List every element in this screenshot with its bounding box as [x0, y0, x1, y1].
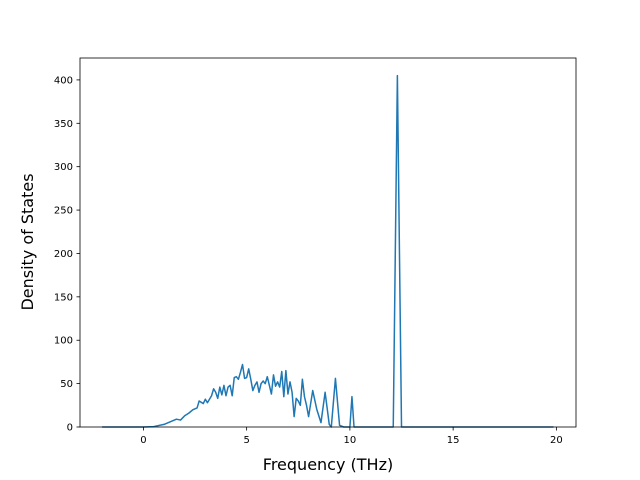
data-line — [102, 74, 554, 428]
y-axis-label: Density of States — [18, 173, 37, 310]
y-tick-label: 350 — [54, 119, 73, 130]
x-tick-label: 0 — [140, 435, 146, 446]
y-tick-label: 300 — [54, 162, 73, 173]
plot-area — [102, 74, 554, 428]
y-tick-label: 50 — [60, 379, 73, 390]
y-tick-label: 100 — [54, 336, 73, 347]
x-axis-label: Frequency (THz) — [263, 455, 393, 474]
y-tick-label: 0 — [67, 423, 73, 434]
y-tick-label: 250 — [54, 206, 73, 217]
axes-frame — [79, 57, 577, 428]
x-tick-label: 20 — [550, 435, 563, 446]
y-tick-label: 400 — [54, 75, 73, 86]
y-tick-label: 150 — [54, 292, 73, 303]
x-tick-label: 5 — [243, 435, 249, 446]
x-tick-label: 10 — [344, 435, 357, 446]
y-tick-label: 200 — [54, 249, 73, 260]
x-tick-label: 15 — [447, 435, 460, 446]
